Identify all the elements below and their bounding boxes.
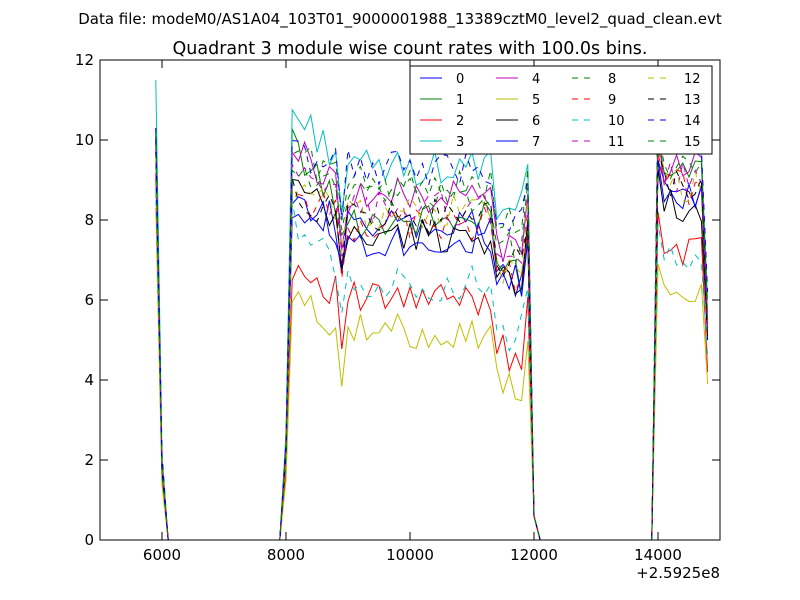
- legend-label: 4: [532, 72, 540, 87]
- figure-suptitle: Data file: modeM0/AS1A04_103T01_90000019…: [78, 10, 722, 29]
- y-tick-label: 2: [84, 451, 94, 469]
- x-tick-label: 8000: [267, 546, 305, 564]
- legend-label: 7: [532, 135, 540, 150]
- x-axis: 6000 8000 10000 12000 14000: [143, 60, 682, 564]
- legend-label: 1: [456, 93, 464, 108]
- y-tick-label: 12: [75, 51, 94, 69]
- legend-label: 0: [456, 72, 464, 87]
- legend-label: 2: [456, 114, 464, 129]
- x-tick-label: 14000: [634, 546, 682, 564]
- legend-label: 6: [532, 114, 540, 129]
- y-tick-label: 6: [84, 291, 94, 309]
- series-line-10: [155, 187, 709, 541]
- legend-label: 8: [608, 72, 616, 87]
- x-tick-label: 12000: [510, 546, 558, 564]
- series-line-15: [155, 111, 709, 541]
- y-tick-label: 10: [75, 131, 94, 149]
- x-tick-label: 10000: [386, 546, 434, 564]
- chart-title: Quadrant 3 module wise count rates with …: [173, 39, 648, 59]
- y-tick-label: 0: [84, 531, 94, 549]
- legend-label: 14: [684, 114, 701, 129]
- legend-frame: [409, 65, 713, 155]
- y-tick-label: 8: [84, 211, 94, 229]
- x-tick-label: 6000: [143, 546, 181, 564]
- legend-label: 5: [532, 93, 540, 108]
- legend-label: 15: [684, 135, 701, 150]
- legend-label: 9: [608, 93, 616, 108]
- x-offset-label: +2.5925e8: [636, 564, 720, 582]
- legend-label: 10: [608, 114, 625, 129]
- legend-label: 12: [684, 72, 701, 87]
- legend-label: 11: [608, 135, 625, 150]
- y-tick-label: 4: [84, 371, 94, 389]
- legend-label: 3: [456, 135, 464, 150]
- legend-label: 13: [684, 93, 701, 108]
